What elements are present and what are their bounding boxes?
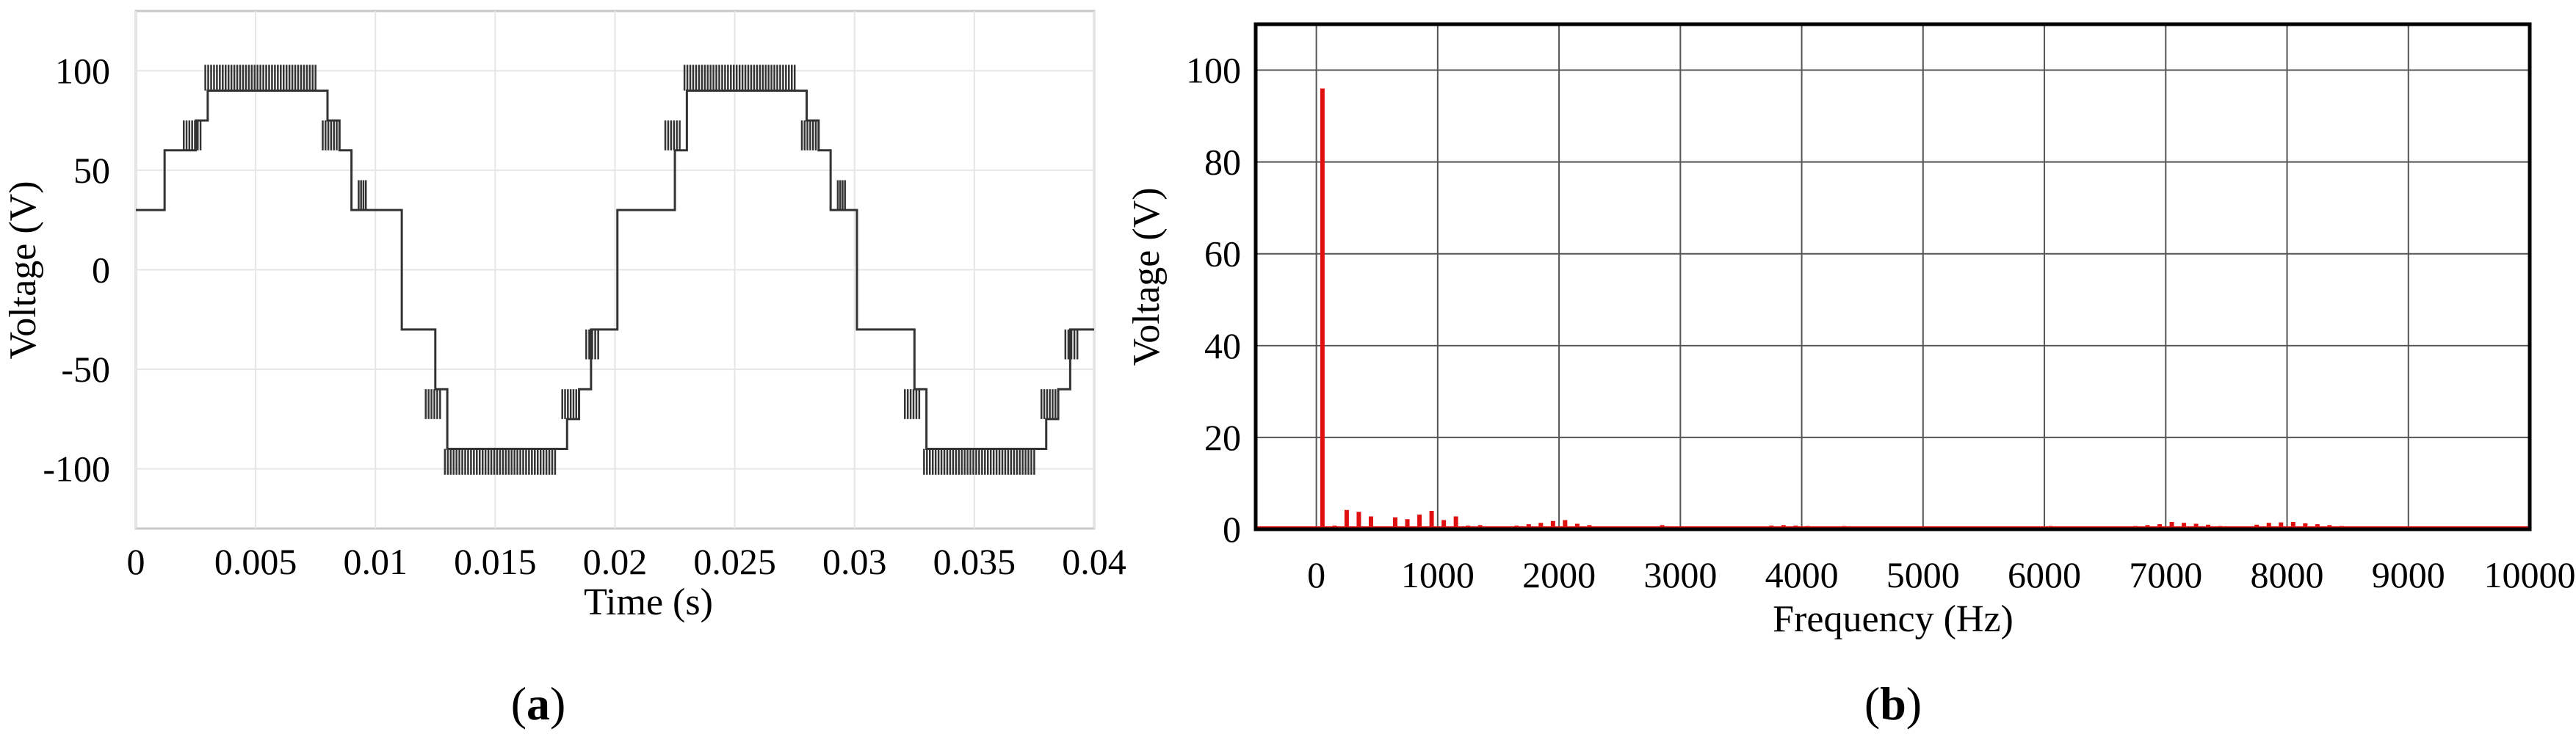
chart-b-y-tick-label: 80 bbox=[1204, 142, 1241, 183]
chart-b-bar bbox=[1550, 520, 1555, 529]
chart-a-y-axis-title: Voltage (V) bbox=[2, 181, 44, 359]
chart-b-bar bbox=[1429, 510, 1434, 529]
chart-b-x-tick-label: 5000 bbox=[1886, 554, 1960, 595]
chart-b-y-tick-label: 0 bbox=[1223, 509, 1241, 550]
chart-b-bars bbox=[1256, 88, 2530, 529]
chart-b-bar bbox=[1563, 520, 1568, 529]
chart-a-x-tick-label: 0 bbox=[127, 541, 145, 582]
chart-a-y-tick-label: -100 bbox=[43, 449, 110, 490]
chart-a-y-tick-label: 50 bbox=[73, 150, 110, 191]
chart-b-bar bbox=[1356, 512, 1361, 529]
chart-a-series bbox=[136, 65, 1094, 475]
chart-b-y-tick-label: 20 bbox=[1204, 417, 1241, 458]
chart-b-y-axis-title: Voltage (V) bbox=[1126, 187, 1168, 366]
chart-a-x-axis-title: Time (s) bbox=[584, 581, 713, 623]
chart-a-x-tick-label: 0.01 bbox=[344, 541, 408, 582]
chart-a: 100 50 0 -50 -100 0 0.005 0.01 0.015 0.02 0.025 0.… bbox=[2, 10, 1126, 730]
chart-b-bar bbox=[1538, 523, 1544, 529]
chart-b-y-tick-label: 100 bbox=[1186, 50, 1241, 91]
chart-b-x-tick-label: 2000 bbox=[1522, 554, 1596, 595]
chart-b-bar bbox=[1405, 519, 1410, 529]
chart-b-panel-label: (b) bbox=[1864, 678, 1922, 730]
chart-a-y-tick-labels: 100 50 0 -50 -100 bbox=[43, 50, 110, 489]
chart-b-x-tick-label: 10000 bbox=[2484, 554, 2576, 595]
chart-b-y-tick-labels: 0 20 40 60 80 100 bbox=[1186, 50, 1241, 550]
chart-a-y-tick-label: 100 bbox=[55, 50, 110, 91]
chart-b-grid bbox=[1256, 24, 2530, 530]
chart-b-bar bbox=[2182, 523, 2187, 529]
chart-b-y-tick-label: 60 bbox=[1204, 233, 1241, 275]
chart-b-x-tick-label: 0 bbox=[1307, 554, 1325, 595]
chart-b-bar bbox=[1393, 517, 1398, 529]
chart-b-x-tick-label: 7000 bbox=[2129, 554, 2202, 595]
chart-a-y-tick-label: 0 bbox=[92, 250, 110, 291]
chart-a-series-line bbox=[136, 89, 1094, 451]
chart-b-plot-frame bbox=[1253, 22, 2532, 531]
chart-b-bar bbox=[1417, 514, 1422, 529]
chart-a-y-tick-label: -50 bbox=[61, 349, 110, 390]
chart-b-bar bbox=[2169, 521, 2174, 529]
chart-b-x-tick-label: 9000 bbox=[2372, 554, 2445, 595]
chart-b-bar bbox=[1344, 509, 1349, 529]
chart-b-x-tick-labels: 0 1000 2000 3000 4000 5000 6000 7000 8000 9000 100… bbox=[1307, 554, 2575, 595]
chart-a-x-tick-label: 0.025 bbox=[693, 541, 776, 582]
chart-b-bar bbox=[2290, 521, 2295, 529]
chart-b-bar bbox=[1453, 516, 1458, 529]
chart-b-bar bbox=[2303, 523, 2308, 529]
chart-b-y-tick-label: 40 bbox=[1204, 325, 1241, 366]
chart-a-x-tick-labels: 0 0.005 0.01 0.015 0.02 0.025 0.03 0.035 0.04 bbox=[127, 541, 1126, 582]
chart-a-x-tick-label: 0.005 bbox=[214, 541, 297, 582]
chart-b-bar bbox=[1368, 516, 1373, 529]
chart-b-x-tick-label: 1000 bbox=[1401, 554, 1475, 595]
chart-b: 0 20 40 60 80 100 0 1000 2000 3000 4000 5000 6000 70… bbox=[1126, 22, 2576, 730]
chart-b-x-tick-label: 6000 bbox=[2008, 554, 2081, 595]
chart-b-bar bbox=[2279, 522, 2284, 529]
chart-a-x-tick-label: 0.02 bbox=[583, 541, 648, 582]
chart-b-x-tick-label: 8000 bbox=[2251, 554, 2324, 595]
chart-a-x-tick-label: 0.015 bbox=[454, 541, 537, 582]
chart-a-panel-label: (a) bbox=[511, 678, 566, 730]
chart-b-x-tick-label: 3000 bbox=[1643, 554, 1717, 595]
chart-a-x-tick-label: 0.03 bbox=[822, 541, 887, 582]
chart-a-x-tick-label: 0.035 bbox=[933, 541, 1016, 582]
chart-a-x-tick-label: 0.04 bbox=[1062, 541, 1126, 582]
chart-b-bar bbox=[1441, 520, 1447, 529]
chart-b-x-axis-title: Frequency (Hz) bbox=[1773, 598, 2014, 640]
chart-b-bar bbox=[1320, 88, 1325, 529]
chart-b-bar bbox=[2266, 523, 2271, 529]
chart-b-x-tick-label: 4000 bbox=[1765, 554, 1839, 595]
